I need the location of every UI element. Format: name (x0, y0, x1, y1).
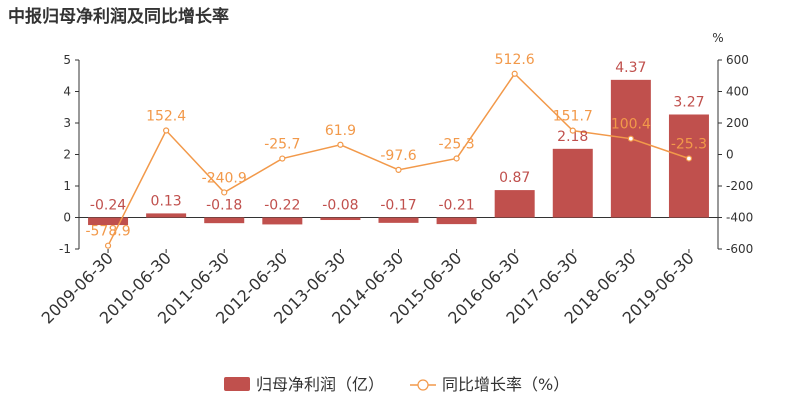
bar-label: -0.08 (322, 198, 358, 214)
line-point (395, 166, 402, 173)
bar-label: 0.13 (151, 193, 182, 209)
y-left-tick-label: 1 (63, 179, 71, 193)
line-label: 512.6 (495, 52, 535, 68)
y-right-tick-label: -200 (726, 179, 753, 193)
bar-label: -0.22 (264, 198, 300, 214)
bar-label: -0.21 (438, 198, 474, 214)
bar (204, 217, 245, 224)
line-point (221, 189, 228, 196)
bar-label: -0.18 (206, 198, 242, 214)
line-point (511, 70, 518, 77)
chart-title: 中报归母净利润及同比增长率 (8, 7, 229, 27)
bar-label: 4.37 (615, 60, 646, 76)
y-right-unit: % (712, 31, 723, 45)
line-point (685, 155, 693, 162)
y-left-tick-label: 3 (63, 116, 71, 130)
line-label: -25.3 (671, 136, 707, 152)
y-left-tick-label: 2 (63, 148, 71, 162)
y-left-tick-label: -1 (59, 242, 71, 256)
line-point (627, 135, 634, 142)
legend-bar-swatch (224, 377, 250, 391)
bar (610, 79, 651, 218)
bar-label: -0.17 (380, 198, 416, 214)
line-point (104, 242, 112, 249)
y-left-tick-label: 4 (63, 85, 71, 99)
bar (552, 148, 593, 218)
legend-line-marker (417, 379, 429, 391)
bar-label: -0.24 (90, 198, 126, 214)
line-label: 152.4 (146, 108, 186, 124)
bar-label: 3.27 (673, 94, 704, 110)
bar-label: 0.87 (499, 170, 530, 186)
y-right-tick-label: 600 (726, 53, 749, 67)
y-right-tick-label: 200 (726, 116, 749, 130)
legend-bar-label: 归母净利润（亿） (256, 375, 384, 394)
line-label: -240.9 (202, 170, 247, 186)
bar (436, 217, 477, 225)
y-left-tick-label: 5 (63, 53, 71, 67)
line-point (337, 141, 344, 148)
bar (668, 114, 709, 218)
legend-line-label: 同比增长率（%） (442, 375, 569, 394)
bar-label: 2.18 (557, 129, 588, 145)
line-point (569, 127, 576, 134)
y-right-tick-label: 0 (726, 148, 734, 162)
y-right-tick-label: 400 (726, 85, 749, 99)
line-label: 61.9 (325, 123, 356, 139)
y-right-tick-label: -600 (726, 242, 753, 256)
bar (262, 217, 303, 225)
line-label: -25.7 (264, 137, 300, 153)
line-point (453, 155, 460, 162)
bar (146, 213, 187, 218)
line-point (163, 127, 170, 134)
line-label: -578.9 (85, 224, 130, 240)
line-label: -25.3 (438, 136, 474, 152)
line-label: 151.7 (553, 109, 593, 125)
y-left-tick-label: 0 (63, 211, 71, 225)
line-label: 100.4 (611, 117, 651, 133)
y-right-tick-label: -400 (726, 211, 753, 225)
line-label: -97.6 (380, 148, 416, 164)
bar (88, 217, 129, 226)
bar (494, 190, 535, 218)
bar (378, 217, 419, 223)
bar (320, 217, 361, 221)
line-point (279, 155, 286, 162)
